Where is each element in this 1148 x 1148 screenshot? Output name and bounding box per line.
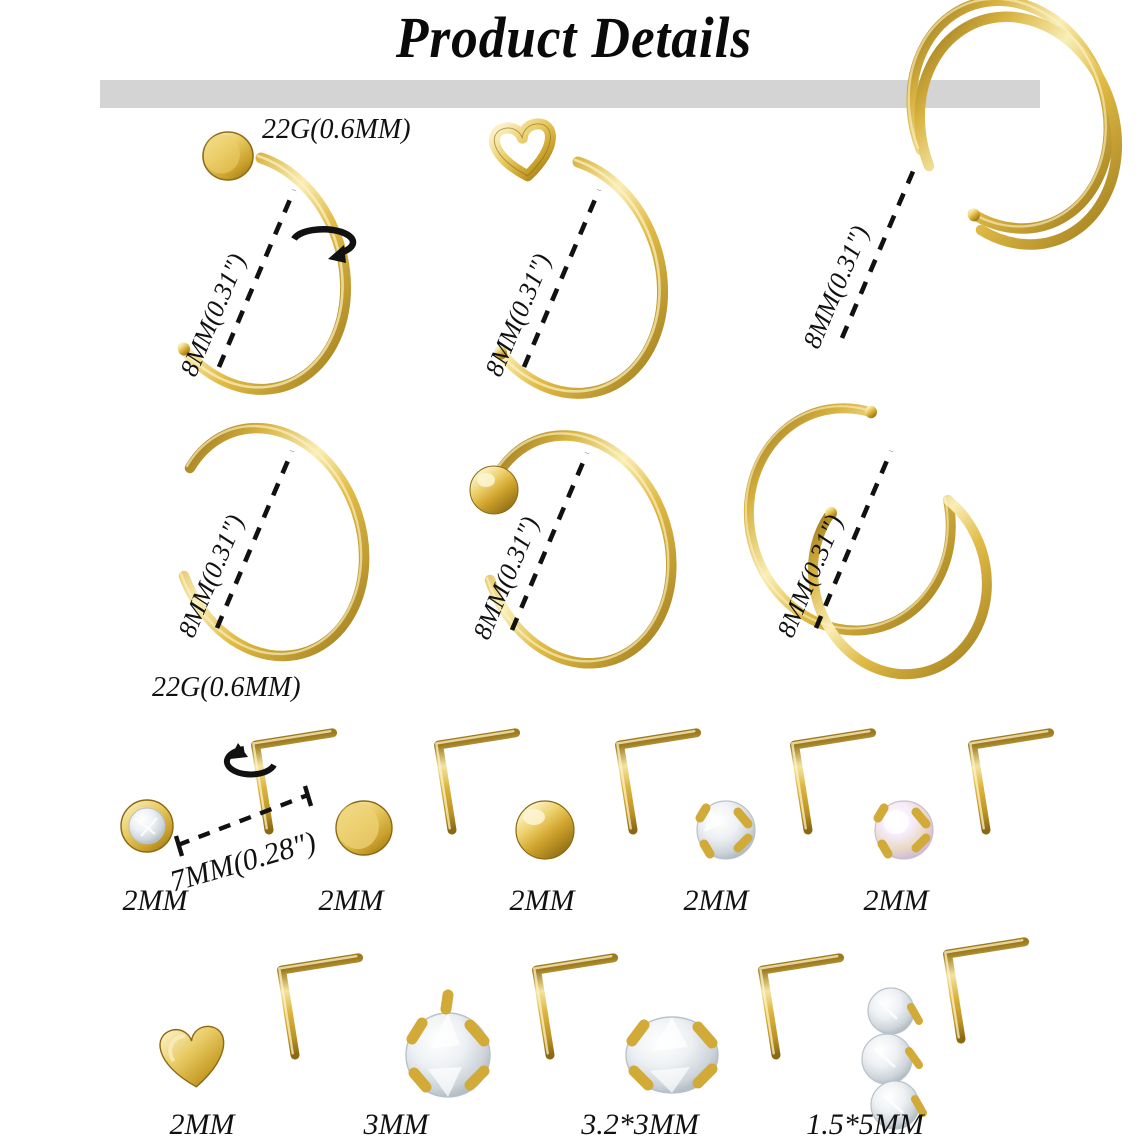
stud-size-label: 2MM xyxy=(683,884,749,917)
stud-round-cz xyxy=(405,956,627,1098)
stud-prong-cz xyxy=(695,731,885,860)
stud-size-label: 1.5*5MM xyxy=(806,1108,924,1141)
stud-opal-ab xyxy=(873,731,1063,860)
hoop-twist-spiral xyxy=(743,403,992,680)
hoop-plain-open xyxy=(178,422,370,662)
gauge-label-studs: 22G(0.6MM) xyxy=(152,672,301,703)
stud-size-label: 2MM xyxy=(169,1108,235,1141)
stud-heart xyxy=(159,956,372,1088)
hoop-double-coil xyxy=(906,0,1122,250)
stud-size-label: 2MM xyxy=(509,884,575,917)
gauge-label-hoops: 22G(0.6MM) xyxy=(262,114,411,145)
stud-oval-cz xyxy=(625,956,853,1094)
stud-size-label: 2MM xyxy=(863,884,929,917)
rotation-arrow-icon xyxy=(291,226,357,263)
rotation-arrow-icon xyxy=(223,743,277,778)
stud-size-label: 3MM xyxy=(363,1108,429,1141)
stud-flat-disc xyxy=(335,731,529,856)
hoop-heart-charm xyxy=(488,118,669,399)
stud-ball xyxy=(515,731,710,860)
dashed-measure-line-icon xyxy=(214,161,920,631)
stud-triple-stone xyxy=(861,940,1038,1130)
dashed-length-line-icon xyxy=(173,785,314,857)
stud-size-label: 2MM xyxy=(318,884,384,917)
stud-bezel-cz xyxy=(120,731,346,853)
title-divider-bar xyxy=(100,80,1040,108)
stud-size-label: 3.2*3MM xyxy=(581,1108,699,1141)
hoop-ball-end xyxy=(469,430,677,669)
page-title: Product Details xyxy=(395,5,753,70)
hoop-disc-top xyxy=(177,131,352,395)
stud-size-label: 2MM xyxy=(122,884,188,917)
